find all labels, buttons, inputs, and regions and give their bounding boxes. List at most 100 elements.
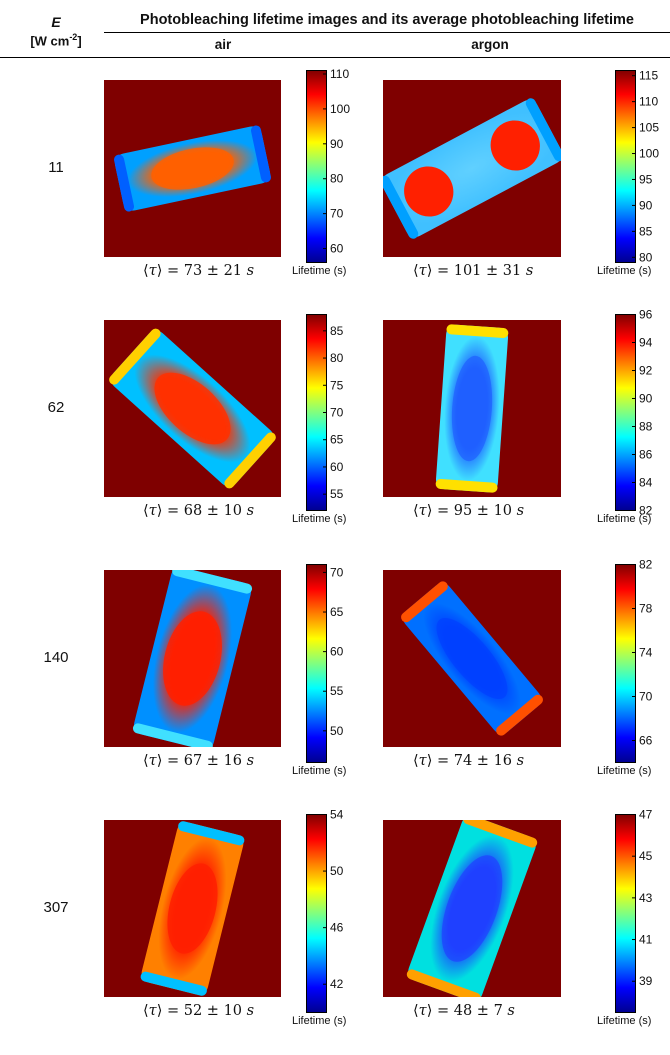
tau-error: 16	[493, 753, 513, 769]
tau-unit: s	[242, 263, 255, 279]
tau-symbol: τ	[418, 263, 427, 279]
colorbar-tick-label: 70	[639, 690, 653, 704]
colorbar-tick-label: 86	[639, 448, 653, 462]
colorbar-tick-label: 100	[330, 102, 350, 116]
colorbar-tick-label: 90	[639, 392, 653, 406]
hot-core	[163, 611, 222, 706]
tau-unit: s	[242, 1003, 255, 1019]
sample-shape	[140, 821, 245, 996]
tau-symbol: τ	[148, 1003, 157, 1019]
average-lifetime-argon: ⟨τ⟩ = 48 ± 7 s	[413, 1003, 515, 1019]
tau-unit: s	[512, 503, 525, 519]
plus-minus-symbol: ±	[472, 753, 494, 769]
colorbar-tick-label: 60	[330, 645, 344, 659]
tau-error: 10	[223, 503, 243, 519]
tau-value: 73	[183, 263, 203, 279]
tau-value: 67	[183, 753, 203, 769]
lifetime-image-argon	[383, 80, 561, 257]
row-e-label: 11	[48, 158, 64, 176]
hot-core	[167, 863, 218, 954]
colorbar-tick-label: 88	[639, 420, 653, 434]
colorbar-tick-label: 85	[639, 224, 653, 238]
lifetime-image-air	[104, 80, 281, 257]
tau-value: 52	[183, 1003, 203, 1019]
core-region	[436, 617, 508, 700]
colorbar-argon: 96 94 92 90 88 86 84 82	[615, 308, 653, 518]
colorbar-tick-label: 100	[639, 147, 659, 161]
sample-shape	[401, 581, 543, 736]
colorbar-tick-label: 74	[639, 646, 653, 660]
colorbar-tick-label: 70	[330, 207, 344, 221]
sample-shape	[109, 328, 276, 489]
colorbar-tick-label: 96	[639, 308, 653, 322]
sample-end-cap	[109, 328, 161, 385]
colorbar-argon: 115 110 105 100 95 90 85 80	[615, 69, 659, 264]
row-e-label: 140	[43, 648, 69, 666]
colorbar-gradient	[306, 70, 327, 263]
colorbar-tick-label: 70	[330, 565, 344, 579]
header-rule-mid	[104, 32, 670, 33]
colorbar-tick-label: 70	[330, 406, 344, 420]
colorbar-tick-label: 65	[330, 433, 344, 447]
tau-value: 74	[453, 753, 473, 769]
plus-minus-symbol: ±	[202, 263, 224, 279]
colorbar-gradient	[306, 814, 327, 1013]
average-lifetime-argon: ⟨τ⟩ = 101 ± 31 s	[413, 263, 533, 279]
average-lifetime-air: ⟨τ⟩ = 52 ± 10 s	[143, 1003, 254, 1019]
colorbar-tick-label: 42	[330, 977, 344, 991]
sample-end-cap	[496, 694, 543, 736]
plus-minus-symbol: ±	[202, 753, 224, 769]
sample-end-cap	[224, 432, 276, 489]
sample-end-cap	[250, 125, 271, 183]
colorbar-label: Lifetime (s)	[597, 513, 652, 525]
hot-lobe	[404, 166, 454, 217]
colorbar-gradient	[615, 70, 636, 263]
core-region	[441, 855, 503, 962]
tau-symbol: ⟩ =	[426, 263, 454, 279]
sample-end-cap	[132, 723, 213, 747]
plus-minus-symbol: ±	[202, 1003, 224, 1019]
tau-symbol: ⟩ =	[156, 503, 184, 519]
tau-unit: s	[512, 753, 525, 769]
colorbar-tick-label: 85	[330, 324, 344, 338]
row-e-label: 62	[47, 398, 65, 416]
colorbar-tick-label: 115	[639, 69, 658, 83]
tau-symbol: τ	[418, 1003, 427, 1019]
plus-minus-symbol: ±	[202, 503, 224, 519]
lifetime-image-argon	[383, 820, 561, 997]
tau-symbol: ⟨	[143, 503, 149, 519]
colorbar-tick-label: 84	[639, 476, 653, 490]
colorbar-tick-label: 60	[330, 242, 344, 256]
lifetime-image-air	[104, 320, 281, 497]
tau-value: 95	[453, 503, 473, 519]
sample-end-cap	[435, 478, 498, 493]
colorbar-label: Lifetime (s)	[292, 1015, 347, 1027]
average-lifetime-air: ⟨τ⟩ = 68 ± 10 s	[143, 503, 254, 519]
tau-symbol: ⟨	[413, 1003, 419, 1019]
colorbar-label: Lifetime (s)	[597, 265, 652, 277]
sample-shape	[406, 820, 538, 997]
colorbar-air: 70 65 60 55 50	[306, 564, 344, 763]
colorbar-tick-label: 41	[639, 933, 653, 947]
colorbar-gradient	[615, 314, 636, 511]
plus-minus-symbol: ±	[472, 1003, 494, 1019]
tau-symbol: ⟩ =	[426, 753, 454, 769]
tau-symbol: ⟨	[143, 263, 149, 279]
tau-unit: s	[242, 503, 255, 519]
tau-unit: s	[521, 263, 534, 279]
colorbar-tick-label: 50	[330, 864, 344, 878]
sample-end-cap	[463, 820, 538, 848]
tau-value: 48	[453, 1003, 473, 1019]
average-lifetime-argon: ⟨τ⟩ = 74 ± 16 s	[413, 753, 524, 769]
colorbar-tick-label: 66	[639, 734, 653, 748]
colorbar-tick-label: 65	[330, 605, 344, 619]
sample-end-cap	[383, 175, 419, 239]
tau-symbol: ⟨	[413, 263, 419, 279]
colorbar-gradient	[615, 814, 636, 1013]
sample-shape	[114, 125, 271, 212]
sample-end-cap	[178, 821, 245, 846]
colorbar-tick-label: 80	[639, 250, 653, 264]
colorbar-label: Lifetime (s)	[292, 513, 347, 525]
tau-symbol: ⟩ =	[426, 1003, 454, 1019]
lifetime-image-argon	[383, 570, 561, 747]
